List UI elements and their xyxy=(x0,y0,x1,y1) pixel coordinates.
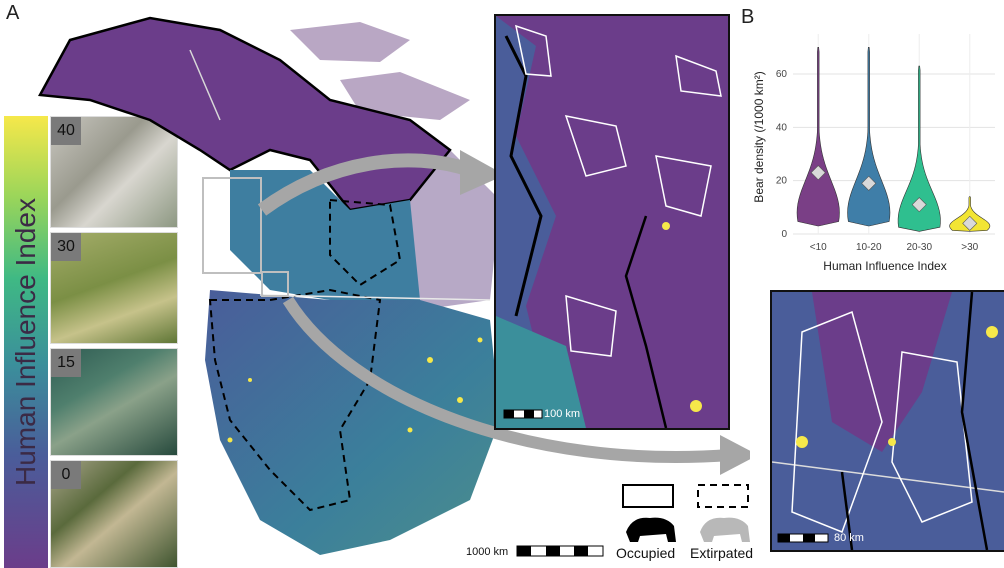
inset2-border xyxy=(772,461,1004,493)
inset-map-1: 100 km xyxy=(494,14,730,430)
mean-marker xyxy=(911,197,927,213)
photo-tag-30: 30 xyxy=(51,233,81,261)
arrow-to-inset2 xyxy=(282,296,731,464)
mean-marker xyxy=(962,215,978,231)
inset1-unit-outline xyxy=(564,115,627,177)
bear-icon xyxy=(626,517,676,542)
x-tick-label: 20-30 xyxy=(906,242,932,253)
inset2-urban-dot xyxy=(796,436,808,448)
main-scalebar-seg xyxy=(517,546,531,556)
chart-yticks: 0 20 40 60 xyxy=(776,69,788,240)
photo-tag-40: 40 xyxy=(51,117,81,145)
inset1-scale-label: 100 km xyxy=(544,408,581,420)
extirpated-label: Extirpated xyxy=(690,545,754,561)
arrow-to-inset1 xyxy=(257,153,473,216)
inset-map-2-drawing xyxy=(772,292,1004,550)
arctic-islands-2 xyxy=(340,72,470,120)
occupied-swatch xyxy=(622,484,674,508)
urban-dot xyxy=(457,397,463,403)
chart-xticks: <10 10-20 20-30 >30 xyxy=(810,242,979,253)
y-tick-label: 20 xyxy=(776,176,788,187)
inset1-unit-outline xyxy=(655,155,712,217)
inset1-urban-dot xyxy=(690,400,702,412)
violin-2 xyxy=(847,47,891,227)
arrow-head-inset1 xyxy=(460,150,505,195)
inset1-range-line xyxy=(504,35,543,317)
inset2-scalebar-seg xyxy=(778,534,790,542)
bear-faded-icon xyxy=(700,517,750,542)
inset2-purple-region xyxy=(812,292,952,452)
inset2-unit-outline xyxy=(791,310,883,533)
inset1-unit-outline xyxy=(675,54,722,97)
inset-map-1-drawing xyxy=(496,16,722,428)
inset-map-2: 80 km xyxy=(770,290,1004,552)
main-scale-label: 1000 km xyxy=(466,546,509,558)
inset2-locator-box xyxy=(261,271,289,297)
violin-1 xyxy=(796,47,840,227)
inset2-scalebar-seg xyxy=(803,534,815,542)
canada-us-border xyxy=(259,294,491,301)
x-tick-label: <10 xyxy=(810,242,827,253)
inset1-range-line-2 xyxy=(624,215,668,428)
extirpated-range-outline xyxy=(208,288,382,512)
inset2-urban-dot xyxy=(986,326,998,338)
inset1-scalebar-seg xyxy=(524,410,534,418)
extirpated-range-outline-2 xyxy=(329,198,402,287)
x-axis-title: Human Influence Index xyxy=(823,259,946,273)
inset1-scalebar-seg xyxy=(504,410,514,418)
mean-marker xyxy=(810,165,826,181)
violin-chart: 0 20 40 60 <10 10-20 20-30 >30 Human Influence… xyxy=(752,34,995,273)
inset1-unit-outline xyxy=(565,294,617,357)
mean-marker xyxy=(861,175,877,191)
x-tick-label: >30 xyxy=(961,242,978,253)
photo-hii-15: 15 xyxy=(50,348,178,456)
inset2-urban-dot xyxy=(888,438,896,446)
y-tick-label: 0 xyxy=(781,229,787,240)
urban-dot xyxy=(427,357,433,363)
inset2-scale-label: 80 km xyxy=(834,532,864,544)
united-states-region xyxy=(205,290,500,555)
photo-hii-0: 0 xyxy=(50,460,178,568)
panel-label-a: A xyxy=(6,2,20,24)
main-scalebar xyxy=(516,545,604,557)
x-tick-label: 10-20 xyxy=(856,242,882,253)
y-tick-label: 40 xyxy=(776,122,788,133)
urban-dot xyxy=(248,378,252,382)
urban-dot xyxy=(477,337,483,343)
alaska-border xyxy=(189,49,221,121)
inset1-urban-dot xyxy=(662,222,670,230)
urban-dot xyxy=(227,437,233,443)
inset1-unit-outline xyxy=(514,24,552,77)
photo-hii-40: 40 xyxy=(50,116,178,228)
violin-3 xyxy=(897,65,941,232)
y-axis-title: Bear density (/1000 km²) xyxy=(752,71,766,202)
photo-tag-0: 0 xyxy=(51,461,81,489)
hii-colorbar xyxy=(4,116,48,568)
extirpated-swatch xyxy=(697,484,749,508)
range-legend-symbols xyxy=(622,484,750,542)
inset1-locator-box xyxy=(202,177,262,274)
occupied-label: Occupied xyxy=(616,545,676,561)
main-scalebar-seg xyxy=(574,546,588,556)
photo-hii-30: 30 xyxy=(50,232,178,344)
panel-label-b: B xyxy=(741,6,755,28)
inset2-range-line xyxy=(840,471,854,550)
urban-dot xyxy=(407,427,413,433)
inset2-range-line-2 xyxy=(960,292,989,550)
main-scalebar-seg xyxy=(546,546,560,556)
arrow-head-inset2 xyxy=(720,435,750,475)
y-tick-label: 60 xyxy=(776,69,788,80)
chart-violins xyxy=(796,47,991,232)
inset1-south-region xyxy=(496,316,586,428)
north-america-map xyxy=(38,16,750,555)
arctic-islands xyxy=(290,22,410,62)
photo-tag-15: 15 xyxy=(51,349,81,377)
violin-4 xyxy=(949,196,991,232)
